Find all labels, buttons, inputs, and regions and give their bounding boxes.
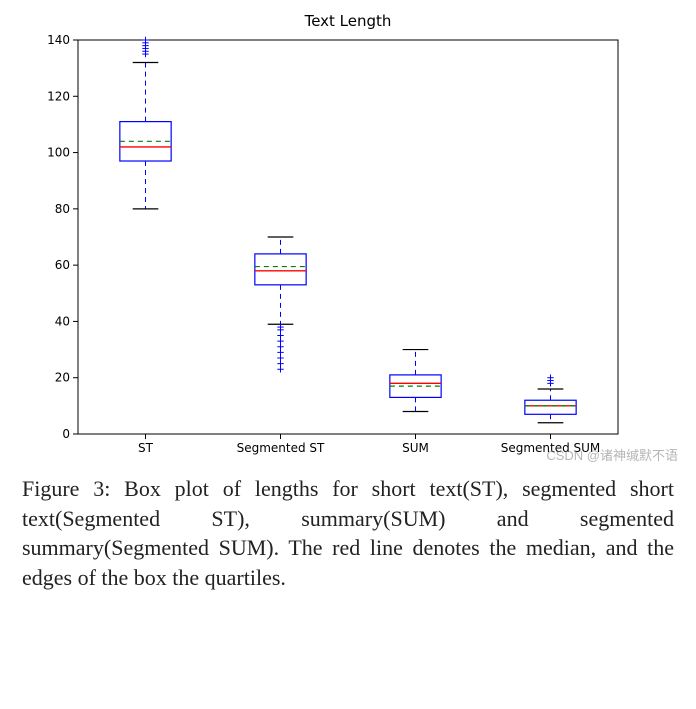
figure-caption: Figure 3: Box plot of lengths for short …	[16, 474, 680, 593]
svg-text:40: 40	[55, 314, 70, 328]
chart-title: Text Length	[28, 12, 668, 30]
svg-text:SUM: SUM	[402, 441, 429, 455]
svg-text:Segmented SUM: Segmented SUM	[501, 441, 601, 455]
svg-text:100: 100	[47, 146, 70, 160]
boxplot-chart: 0 20 40 60 80 100 120 140 ST Segmented ST SUM Segme…	[28, 32, 628, 462]
svg-text:0: 0	[62, 427, 70, 441]
svg-text:20: 20	[55, 371, 70, 385]
svg-text:ST: ST	[138, 441, 154, 455]
svg-text:140: 140	[47, 33, 70, 47]
svg-text:Segmented ST: Segmented ST	[237, 441, 325, 455]
plot-wrapper: Text Length 0 20 40 60 80 100 120 140 ST Segmente…	[28, 12, 668, 462]
figure-container: Text Length 0 20 40 60 80 100 120 140 ST Segmente…	[0, 0, 696, 609]
svg-text:60: 60	[55, 258, 70, 272]
svg-text:80: 80	[55, 202, 70, 216]
svg-text:120: 120	[47, 89, 70, 103]
